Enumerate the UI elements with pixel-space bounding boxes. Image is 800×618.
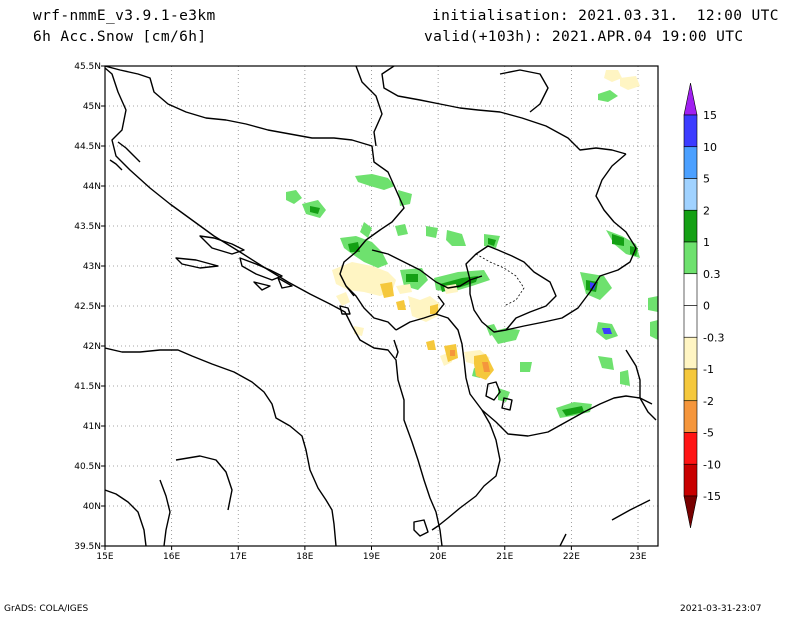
lat-tick-label: 42.5N <box>74 302 101 312</box>
colorbar-legend: 15 10 5 2 1 0.3 0 -0.3 -1 -2 -5 -10 -15 <box>683 82 724 529</box>
timestamp-text: 2021-03-31-23:07 <box>680 604 762 614</box>
latitude-axis: 39.5N 40N 40.5N 41N 41.5N 42N 42.5N 43N 43.5N 44N… <box>74 62 105 552</box>
coastlines-and-borders <box>105 66 657 546</box>
lon-tick-label: 21E <box>496 552 513 562</box>
colorbar-bottom-arrow <box>683 495 698 529</box>
colorbar-top-arrow <box>683 82 698 116</box>
colorbar-bin <box>683 114 698 148</box>
colorbar-bin <box>683 368 698 402</box>
colorbar-bin <box>683 273 698 306</box>
colorbar-bin <box>683 209 698 243</box>
init-time: initialisation: 2021.03.31. 12:00 UTC <box>432 8 779 24</box>
colorbar-bin <box>683 178 698 211</box>
lat-tick-label: 44N <box>83 182 101 192</box>
colorbar-label: -10 <box>703 458 721 471</box>
colorbar-label: -2 <box>703 395 714 408</box>
lon-tick-label: 20E <box>430 552 447 562</box>
field-title: 6h Acc.Snow [cm/6h] <box>33 29 207 45</box>
model-title: wrf-nmmE_v3.9.1-e3km <box>33 8 216 24</box>
lon-tick-label: 23E <box>629 552 646 562</box>
map-area <box>105 66 658 546</box>
lat-tick-label: 43.5N <box>74 222 101 232</box>
lat-tick-label: 43N <box>83 262 101 272</box>
lat-tick-label: 42N <box>83 342 101 352</box>
colorbar-bin <box>683 241 698 275</box>
colorbar-label: 5 <box>703 173 710 186</box>
lat-tick-label: 45.5N <box>74 62 101 72</box>
colorbar-bin <box>683 432 698 465</box>
colorbar-bin <box>683 305 698 338</box>
lat-tick-label: 45N <box>83 102 101 112</box>
colorbar-bin <box>683 400 698 433</box>
lat-tick-label: 41N <box>83 422 101 432</box>
valid-time: valid(+103h): 2021.APR.04 19:00 UTC <box>424 29 744 45</box>
lat-tick-label: 40N <box>83 502 101 512</box>
colorbar-label: -5 <box>703 427 714 440</box>
colorbar-label: 1 <box>703 236 710 249</box>
colorbar-label: -15 <box>703 490 721 503</box>
region-border <box>475 253 525 307</box>
lon-tick-label: 22E <box>563 552 580 562</box>
map-grid <box>105 66 658 546</box>
lon-tick-label: 18E <box>296 552 313 562</box>
colorbar-bin <box>683 463 698 497</box>
lon-tick-label: 16E <box>163 552 180 562</box>
lat-tick-label: 40.5N <box>74 462 101 472</box>
colorbar-bin <box>683 336 698 370</box>
lon-tick-label: 15E <box>96 552 113 562</box>
credit-text: GrADS: COLA/IGES <box>4 604 89 614</box>
colorbar-label: -0.3 <box>703 331 724 344</box>
colorbar-bin <box>683 146 698 179</box>
longitude-axis: 15E 16E 17E 18E 19E 20E 21E 22E 23E <box>96 546 647 562</box>
colorbar-label: 15 <box>703 109 717 122</box>
colorbar-label: 0 <box>703 300 710 313</box>
lat-tick-label: 39.5N <box>74 542 101 552</box>
colorbar-label: 0.3 <box>703 268 721 281</box>
lat-tick-label: 44.5N <box>74 142 101 152</box>
snow-field <box>286 70 658 418</box>
lat-tick-label: 41.5N <box>74 382 101 392</box>
colorbar-label: 10 <box>703 141 717 154</box>
lon-tick-label: 17E <box>230 552 247 562</box>
colorbar-label: 2 <box>703 204 710 217</box>
lon-tick-label: 19E <box>363 552 380 562</box>
colorbar-label: -1 <box>703 363 714 376</box>
